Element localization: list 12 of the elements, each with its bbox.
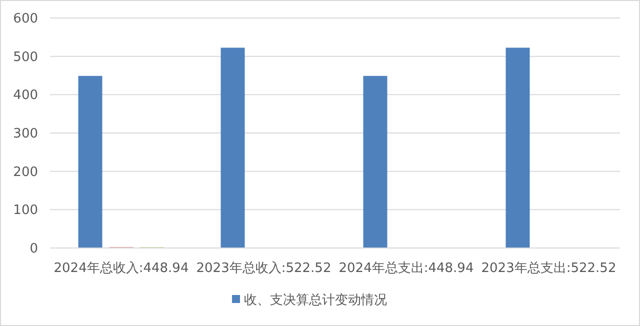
x-tick-label: 2024年总支出:448.94 bbox=[338, 261, 474, 276]
x-tick-label: 2023年总支出:522.52 bbox=[481, 261, 616, 276]
y-tick-label: 0 bbox=[30, 242, 38, 256]
y-tick-label: 300 bbox=[13, 126, 38, 142]
y-tick-label: 200 bbox=[13, 164, 38, 180]
y-tick-label: 100 bbox=[13, 203, 38, 218]
legend-label: 收、支决算总计变动情况 bbox=[244, 293, 387, 308]
y-tick-label: 500 bbox=[13, 50, 38, 65]
x-tick-label: 2024年总收入:448.94 bbox=[54, 261, 189, 276]
x-tick-label: 2023年总收入:522.52 bbox=[196, 261, 332, 276]
y-tick-label: 400 bbox=[13, 88, 38, 104]
y-tick-label: 600 bbox=[13, 12, 38, 26]
